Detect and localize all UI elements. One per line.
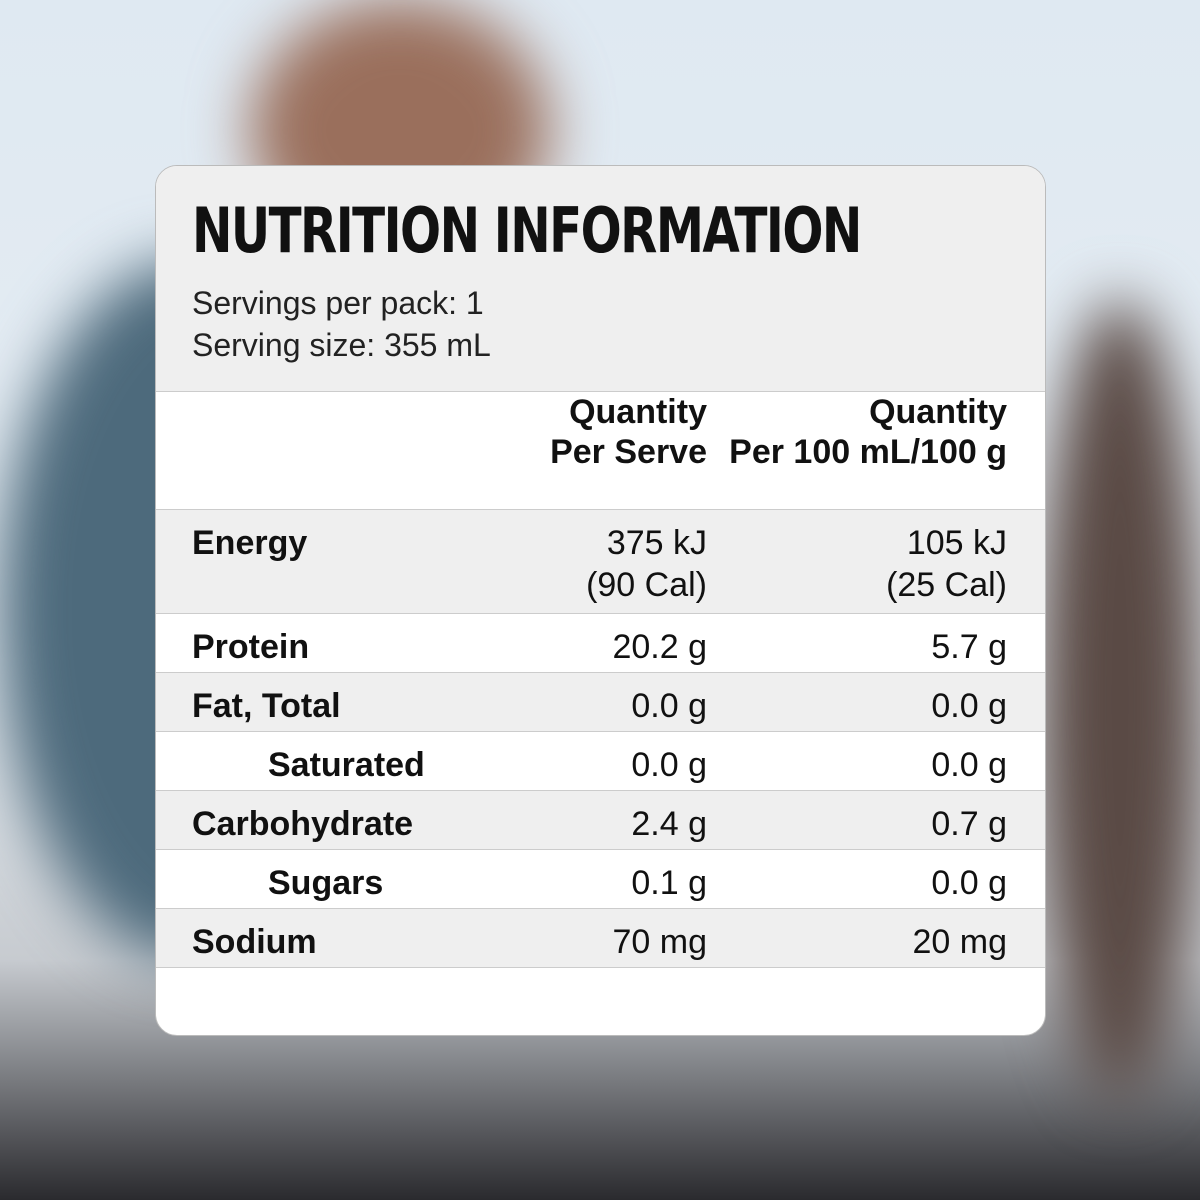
nutrient-row: Carbohydrate 2.4 g 0.7 g [156,790,1045,850]
cell-line: Per 100 mL/100 g [729,433,1007,471]
cell-line: 0.0 g [931,687,1007,725]
per-serve: 0.0 g [492,731,707,791]
per-100: 0.0 g [707,849,1045,909]
nutrient-row: Sodium 70 mg 20 mg [156,908,1045,968]
per-serve: 375 kJ (90 Cal) [492,509,707,614]
cell-line: 0.0 g [631,746,707,784]
per-serve: 0.1 g [492,849,707,909]
nutrient-label: Fat, Total [156,672,492,732]
header-row: Quantity Per Serve Quantity Per 100 mL/100 … [156,392,1045,510]
nutrient-label: Carbohydrate [156,790,492,850]
per-serve: 0.0 g [492,672,707,732]
nutrient-label: Sugars [156,849,492,909]
nutrient-label: Sodium [156,908,492,968]
per-serve: 2.4 g [492,790,707,850]
title: NUTRITION INFORMATION [192,194,862,267]
runner [1040,300,1200,1100]
cell-line: 20.2 g [612,628,707,666]
nutrient-row: Saturated 0.0 g 0.0 g [156,731,1045,791]
column-header: Quantity Per Serve [492,392,707,510]
column-header: Quantity Per 100 mL/100 g [707,392,1045,510]
card-header: NUTRITION INFORMATION Servings per pack:… [156,166,1045,392]
cell-line: (25 Cal) [886,566,1007,604]
cell-line: 0.1 g [631,864,707,902]
cell-line: Per Serve [550,433,707,471]
cell-line: 0.0 g [931,864,1007,902]
cell-line: 105 kJ [906,524,1007,562]
cell-line: 0.7 g [931,805,1007,843]
per-100: 0.7 g [707,790,1045,850]
cell-line: 0.0 g [931,746,1007,784]
nutrient-label: Saturated [156,731,492,791]
nutrient-row: Fat, Total 0.0 g 0.0 g [156,672,1045,732]
per-100: 5.7 g [707,613,1045,673]
nutrition-table: Quantity Per Serve Quantity Per 100 mL/100 … [156,392,1045,968]
cell-line: Quantity [869,393,1007,431]
per-serve: 70 mg [492,908,708,968]
header-cell [156,392,492,510]
cell-line: 20 mg [912,923,1008,961]
per-100: 0.0 g [707,731,1045,791]
serving-size: Serving size: 355 mL [192,327,491,363]
cell-line: 2.4 g [631,805,707,843]
per-100: 20 mg [707,908,1045,968]
nutrient-label: Energy [156,509,492,614]
nutrition-card: NUTRITION INFORMATION Servings per pack:… [155,165,1046,1036]
nutrient-row: Sugars 0.1 g 0.0 g [156,849,1045,909]
cell-line: Quantity [569,393,707,431]
cell-line: 70 mg [612,923,708,961]
nutrient-label: Protein [156,613,492,673]
cell-line: 375 kJ [606,524,707,562]
servings: Servings per pack: 1 [192,285,484,321]
per-100: 0.0 g [707,672,1045,732]
per-serve: 20.2 g [492,613,707,673]
nutrient-row: Energy 375 kJ (90 Cal) 105 kJ (25 Cal) [156,509,1045,614]
cell-line: (90 Cal) [586,566,707,604]
per-100: 105 kJ (25 Cal) [707,509,1045,614]
cell-line: 0.0 g [631,687,707,725]
cell-line: 5.7 g [931,628,1007,666]
nutrient-row: Protein 20.2 g 5.7 g [156,613,1045,673]
